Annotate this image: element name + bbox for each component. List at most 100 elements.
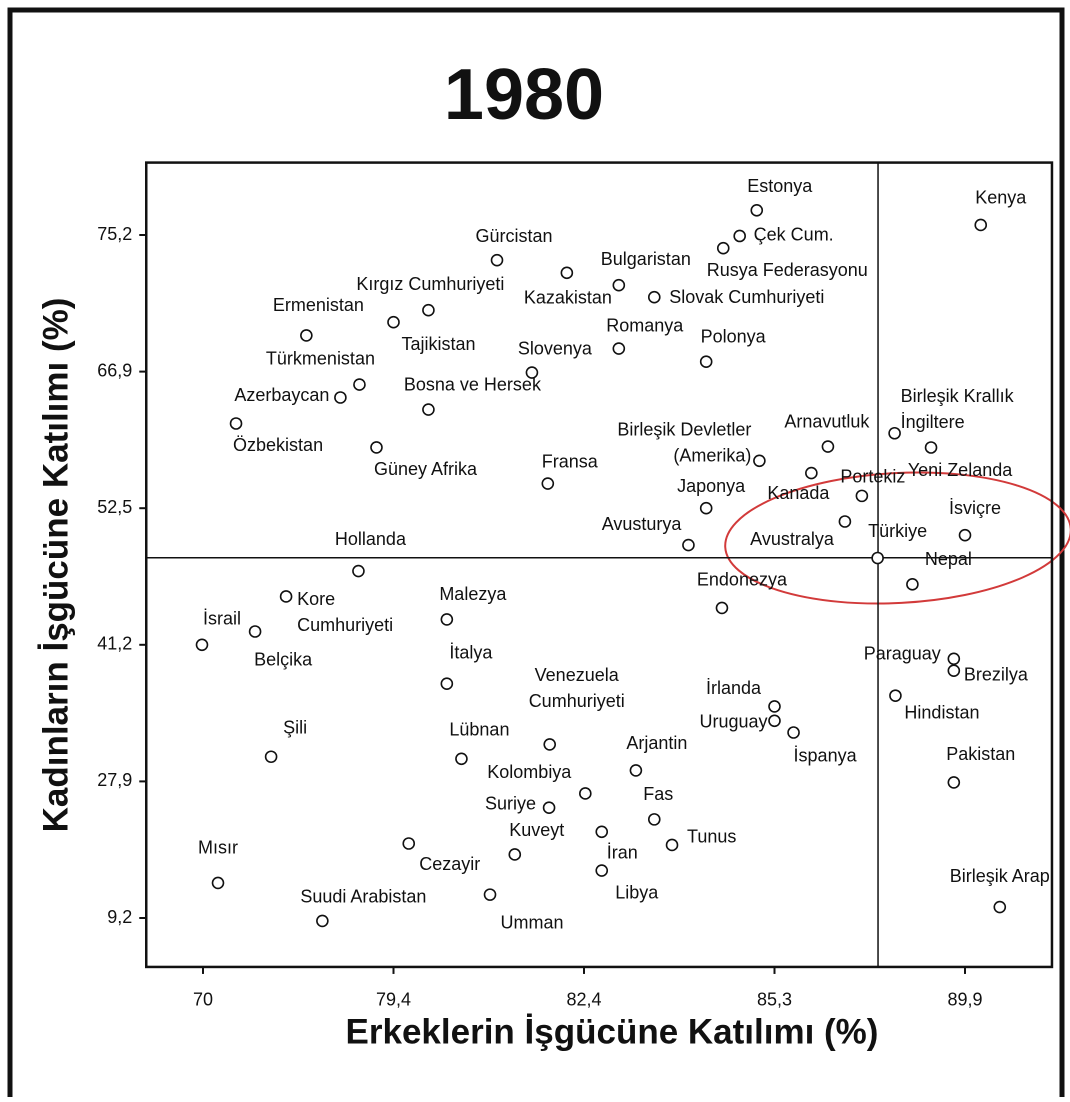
point-label: Suudi Arabistan xyxy=(300,887,426,907)
point-label: Japonya xyxy=(677,476,746,496)
point-label: Türkmenistan xyxy=(266,348,375,368)
point xyxy=(334,391,347,404)
point xyxy=(699,501,713,515)
point-label: Cezayir xyxy=(419,854,480,874)
point-label: Yeni Zelanda xyxy=(908,460,1013,480)
point-label: İsrail xyxy=(203,609,241,629)
point xyxy=(958,528,972,542)
plot-frame xyxy=(145,161,1054,969)
point xyxy=(440,613,454,626)
point-label: İtalya xyxy=(449,642,493,662)
point xyxy=(699,355,713,369)
x-tick-label: 85,3 xyxy=(757,990,792,1010)
point xyxy=(838,515,852,528)
point-label: Birleşik Arap xyxy=(950,866,1050,886)
point-label: Kolombiya xyxy=(487,762,572,782)
point-label: Venezuela xyxy=(535,665,620,685)
point-label: Avusturya xyxy=(602,514,683,534)
point-label: Birleşik Krallık xyxy=(901,386,1015,406)
point xyxy=(352,564,365,578)
x-axis-title: Erkeklerin İşgücüne Katılımı (%) xyxy=(346,1012,879,1051)
point xyxy=(595,825,609,839)
y-tick-label: 52,5 xyxy=(97,497,132,517)
x-tick-label: 70 xyxy=(193,990,213,1010)
point xyxy=(733,229,746,243)
point-label: Bulgaristan xyxy=(601,249,691,269)
point-label: İrlanda xyxy=(706,678,762,698)
point-label: Belçika xyxy=(254,649,313,669)
point-label: Slovak Cumhuriyeti xyxy=(669,287,824,307)
point xyxy=(753,454,766,468)
point-label: Umman xyxy=(501,912,564,932)
point xyxy=(211,876,225,890)
point-label: Türkiye xyxy=(868,521,927,541)
point-label: Uruguay xyxy=(699,712,767,732)
point-label: Güney Afrika xyxy=(374,459,478,479)
point xyxy=(888,426,901,440)
point xyxy=(716,241,730,255)
point xyxy=(768,714,781,728)
point xyxy=(541,477,555,490)
point-label: Brezilya xyxy=(964,664,1029,684)
point xyxy=(750,204,764,217)
point-label: Cumhuriyeti xyxy=(529,691,625,711)
point xyxy=(195,638,209,652)
point-label: Fas xyxy=(643,784,673,804)
point-label: Çek Cum. xyxy=(754,225,834,245)
point-label: Birleşik Devletler xyxy=(617,420,751,440)
point-label: Kazakistan xyxy=(524,288,612,308)
point xyxy=(248,625,262,638)
point xyxy=(422,303,435,317)
point xyxy=(993,900,1007,914)
point-label: Şili xyxy=(283,718,307,738)
point xyxy=(906,578,919,591)
point xyxy=(542,801,556,814)
point xyxy=(682,538,695,552)
point-label: Özbekistan xyxy=(233,435,323,455)
point-label: Tunus xyxy=(687,827,736,847)
point-label: Kanada xyxy=(767,483,830,503)
point xyxy=(647,290,661,304)
point xyxy=(647,813,661,826)
point-label: Hindistan xyxy=(904,702,979,722)
point-label: Slovenya xyxy=(518,338,593,358)
point xyxy=(579,787,592,800)
point xyxy=(924,441,938,454)
point xyxy=(855,489,869,503)
point-label: Lübnan xyxy=(449,720,509,740)
point xyxy=(821,440,835,453)
point xyxy=(508,848,522,861)
point-label: Kuveyt xyxy=(509,820,564,840)
point-label: Rusya Federasyonu xyxy=(707,260,868,280)
point xyxy=(715,601,729,615)
point xyxy=(490,253,504,267)
point xyxy=(787,726,800,739)
point-label: Bosna ve Hersek xyxy=(404,374,542,394)
point xyxy=(402,837,416,850)
point-label: Cumhuriyeti xyxy=(297,615,393,635)
point-label: Libya xyxy=(615,882,659,902)
point xyxy=(543,738,557,751)
point xyxy=(768,700,781,713)
point xyxy=(264,750,278,764)
point xyxy=(974,218,988,232)
y-tick-label: 27,9 xyxy=(97,770,132,790)
point-label: Ermenistan xyxy=(273,295,364,315)
point-label: Fransa xyxy=(542,451,599,471)
point xyxy=(560,266,574,280)
point xyxy=(612,278,626,292)
point xyxy=(440,677,454,691)
point xyxy=(279,590,293,603)
point xyxy=(612,342,626,355)
point xyxy=(316,914,329,928)
point-label: Arnavutluk xyxy=(784,411,870,431)
point xyxy=(947,652,961,666)
y-tick-label: 41,2 xyxy=(97,634,132,654)
point xyxy=(629,764,643,777)
point xyxy=(595,864,609,877)
point xyxy=(370,441,383,454)
point xyxy=(422,403,435,416)
chart-title: 1980 xyxy=(444,55,604,135)
point-label: Pakistan xyxy=(946,744,1015,764)
point-label: Kenya xyxy=(975,188,1027,208)
